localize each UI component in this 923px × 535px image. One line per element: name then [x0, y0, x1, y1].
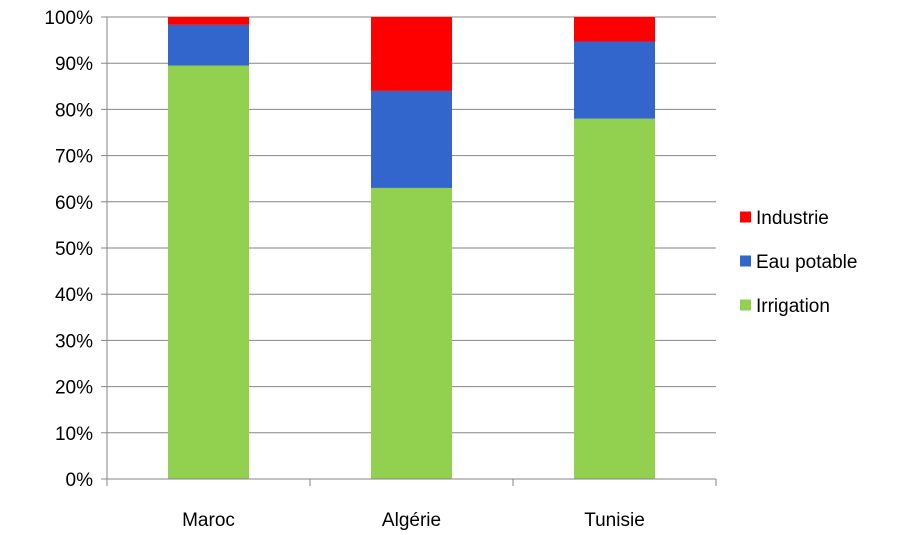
- bar-segment-eau-potable: [371, 90, 452, 188]
- bar-segment-industrie: [371, 17, 452, 91]
- x-tick-label: Tunisie: [584, 510, 645, 531]
- legend-label: Industrie: [756, 208, 829, 229]
- bar-segment-irrigation: [371, 187, 452, 479]
- bar-segment-irrigation: [168, 65, 249, 479]
- legend-swatch-eau-potable: [740, 255, 751, 267]
- legend-label: Eau potable: [756, 252, 857, 273]
- y-tick-labels: 0% 10% 20% 30% 40% 50% 60% 70% 80% 90% 100%: [44, 8, 93, 491]
- bar-segment-eau-potable: [574, 41, 655, 119]
- y-tick-label: 60%: [55, 193, 93, 214]
- y-tick-label: 70%: [55, 147, 93, 168]
- legend-swatch-irrigation: [740, 299, 751, 311]
- y-tick-label: 30%: [55, 331, 93, 352]
- x-tick-label: Algérie: [382, 510, 441, 531]
- bar-segment-industrie: [574, 17, 655, 42]
- y-tick-label: 0%: [66, 470, 94, 491]
- bar-segment-irrigation: [574, 118, 655, 479]
- y-tick-label: 90%: [55, 54, 93, 75]
- y-tick-label: 80%: [55, 100, 93, 121]
- y-tick-label: 40%: [55, 285, 93, 306]
- bars: [168, 17, 655, 479]
- legend-swatch-industrie: [740, 211, 751, 223]
- y-tick-label: 100%: [44, 8, 93, 29]
- legend: Industrie Eau potable Irrigation: [740, 208, 857, 317]
- y-tick-label: 50%: [55, 239, 93, 260]
- x-tick-labels: Maroc Algérie Tunisie: [182, 510, 645, 531]
- bar-segment-industrie: [168, 17, 249, 25]
- bar-segment-eau-potable: [168, 24, 249, 66]
- y-tick-label: 20%: [55, 378, 93, 399]
- legend-label: Irrigation: [756, 296, 830, 317]
- axes: [101, 16, 717, 486]
- y-tick-label: 10%: [55, 424, 93, 445]
- x-tick-label: Maroc: [182, 510, 235, 531]
